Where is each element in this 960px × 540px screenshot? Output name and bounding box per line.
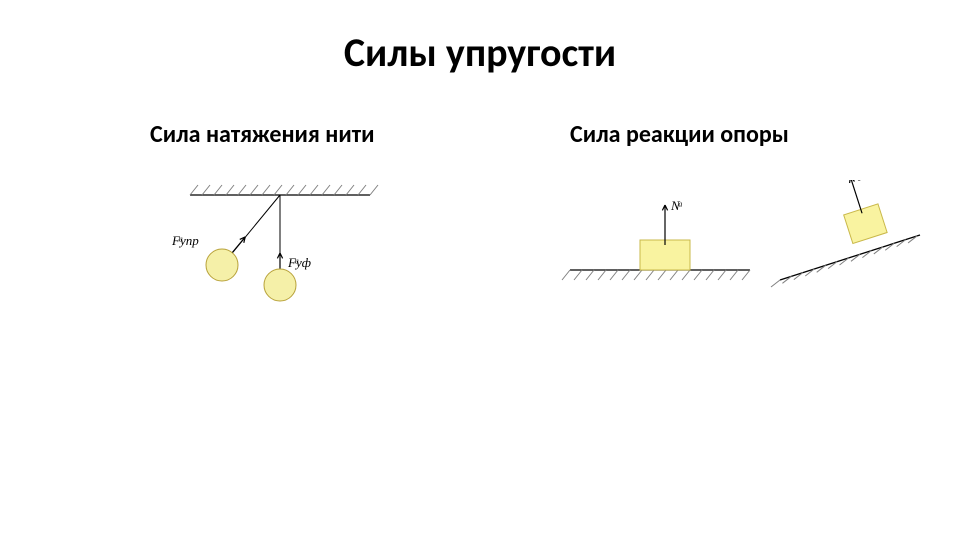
subtitle-tension: Сила натяжения нити bbox=[150, 120, 374, 149]
diagram-tension: Fͣупр Fͣуф bbox=[150, 175, 400, 335]
diagram-reaction: Nͣ Nͣ bbox=[550, 180, 950, 320]
svg-text:Fͣупр: Fͣупр bbox=[171, 233, 199, 248]
svg-text:Nͣ: Nͣ bbox=[670, 198, 683, 213]
svg-text:Nͣ: Nͣ bbox=[853, 180, 870, 184]
page-title: Силы упругости bbox=[0, 28, 960, 77]
svg-text:Fͣуф: Fͣуф bbox=[287, 255, 311, 270]
subtitle-reaction: Сила реакции опоры bbox=[570, 120, 789, 149]
